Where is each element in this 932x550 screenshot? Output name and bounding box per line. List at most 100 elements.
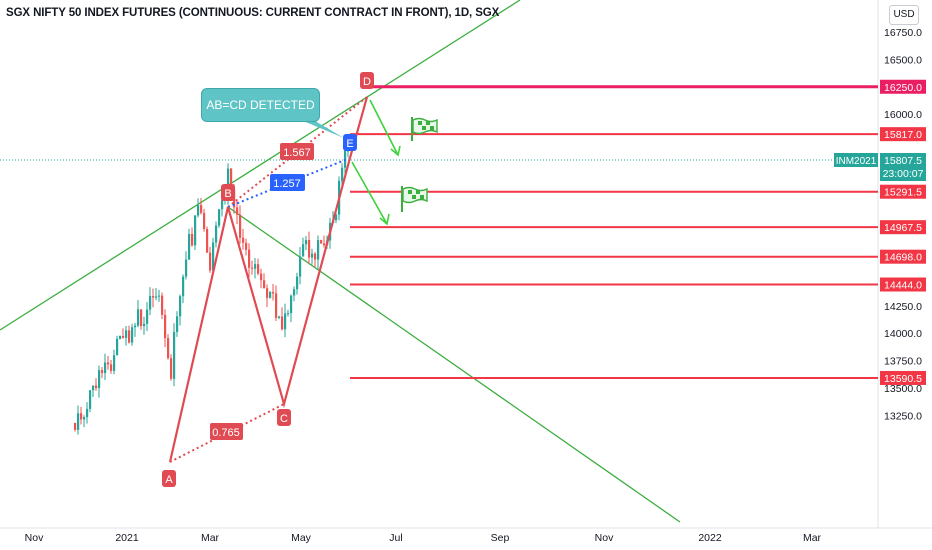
candle-body <box>170 358 173 379</box>
candle-body <box>74 422 77 430</box>
svg-text:E: E <box>346 138 353 150</box>
time-tick-label: Nov <box>595 532 614 544</box>
ratio-label-0765: 0.765 <box>210 423 243 440</box>
candle-body <box>200 205 203 213</box>
candle-body <box>77 413 80 430</box>
candle-body <box>266 288 269 298</box>
candle-body <box>128 330 131 343</box>
point-E-marker: E <box>343 134 357 151</box>
candle-body <box>80 413 83 420</box>
candle-body <box>335 214 338 221</box>
svg-text:B: B <box>224 188 231 200</box>
candle-body <box>341 167 344 181</box>
price-level-tag <box>880 184 926 199</box>
candle-body <box>140 309 143 327</box>
candle-body <box>230 168 233 190</box>
svg-text:INM2021: INM2021 <box>836 156 877 167</box>
candle-body <box>155 296 158 298</box>
time-tick-label: Nov <box>25 532 44 544</box>
candle-body <box>203 212 206 230</box>
candle-body <box>227 168 230 196</box>
price-level-text: 14698.0 <box>884 252 922 264</box>
price-level-text: 14967.5 <box>884 222 922 234</box>
time-tick-label: Sep <box>491 532 510 544</box>
time-tick-label: 2021 <box>115 532 139 544</box>
target-arrow-2 <box>351 161 390 226</box>
price-tick-label: 14000.0 <box>884 328 922 340</box>
price-level-tag <box>880 249 926 264</box>
candle-body <box>269 292 272 298</box>
checkered-flag-icon <box>401 186 428 212</box>
candle-body <box>236 207 239 215</box>
point-C-marker: C <box>277 409 291 426</box>
time-tick-label: Mar <box>201 532 220 544</box>
candle-body <box>116 338 119 356</box>
candle-body <box>251 267 254 269</box>
price-level-tag <box>880 220 926 235</box>
time-tick-label: Mar <box>803 532 822 544</box>
price-levels-group <box>350 85 878 379</box>
price-tick-label: 13500.0 <box>884 383 922 395</box>
target-arrow-1 <box>369 99 401 157</box>
checkered-flag-icon <box>411 117 438 141</box>
candle-body <box>101 370 104 374</box>
candle-body <box>290 295 293 314</box>
abcd-pattern-line <box>168 96 369 463</box>
candle-body <box>122 336 125 338</box>
candle-body <box>209 252 212 271</box>
svg-text:0.765: 0.765 <box>212 427 240 439</box>
time-tick-label: May <box>291 532 312 544</box>
candle-body <box>272 292 275 294</box>
candle-body <box>287 313 290 315</box>
price-level-text: 16250.0 <box>884 82 922 94</box>
price-level-text: 15817.0 <box>884 129 922 141</box>
candle-body <box>206 229 209 253</box>
price-tick-label: 16750.0 <box>884 27 922 39</box>
candle-body <box>239 214 242 238</box>
candle-body <box>146 309 149 324</box>
price-tick-label: 16500.0 <box>884 54 922 66</box>
candle-body <box>113 355 116 371</box>
candle-body <box>245 242 248 250</box>
candle-body <box>305 240 308 245</box>
time-axis: Nov 2021 Mar May Jul Sep Nov 2022 Mar <box>25 532 822 544</box>
candle-body <box>254 264 257 269</box>
candle-body <box>257 264 260 274</box>
candle-body <box>221 199 224 210</box>
candle-body <box>260 273 263 281</box>
candle-body <box>131 327 134 343</box>
price-level-tag <box>880 277 926 292</box>
price-level-text: 14444.0 <box>884 280 922 292</box>
point-D-marker: D <box>360 72 374 89</box>
svg-text:15807.5: 15807.5 <box>884 155 922 167</box>
price-level-labels: 16250.0 15817.0 15291.5 14967.5 14698.0 14444… <box>880 79 926 385</box>
candle-body <box>161 295 164 315</box>
time-tick-label: Jul <box>389 532 402 544</box>
currency-button[interactable]: USD <box>889 5 919 25</box>
price-tick-label: 13750.0 <box>884 356 922 368</box>
candle-body <box>194 215 197 246</box>
candle-body <box>296 276 299 290</box>
svg-text:A: A <box>165 474 173 486</box>
price-level-tag <box>880 370 926 385</box>
svg-text:D: D <box>363 76 371 88</box>
point-A-marker: A <box>162 470 176 487</box>
candle-body <box>215 225 218 243</box>
candle-body <box>98 370 101 389</box>
time-tick-label: 2022 <box>698 532 722 544</box>
candle-body <box>242 237 245 243</box>
candle-body <box>92 385 95 391</box>
candle-body <box>134 325 137 328</box>
candle-body <box>263 280 266 289</box>
candle-body <box>89 390 92 409</box>
candle-body <box>173 332 176 379</box>
svg-text:1.567: 1.567 <box>283 147 311 159</box>
candles-group <box>74 146 350 435</box>
candle-body <box>188 233 191 260</box>
candle-body <box>179 296 182 317</box>
price-tick-label: 13250.0 <box>884 410 922 422</box>
candle-body <box>275 293 278 318</box>
candle-body <box>185 259 188 277</box>
candle-body <box>347 150 350 152</box>
